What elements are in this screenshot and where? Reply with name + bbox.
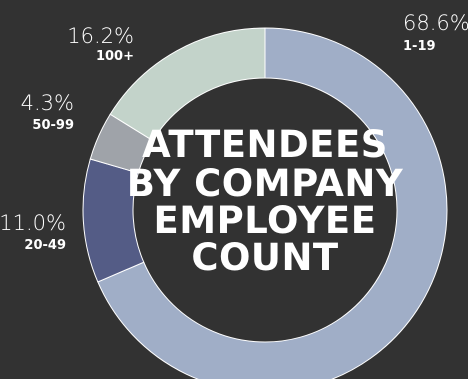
slice-100+ [109,27,266,142]
slice-percent-label: 11.0% [0,211,66,235]
chart-title-line-2: BY COMPANY [127,162,404,205]
slice-percent-label: 16.2% [67,24,134,48]
slice-percent-label: 4.3% [21,91,74,115]
chart-title-line-4: COUNT [191,236,339,279]
slice-category-label: 50-99 [32,118,74,133]
slice-percent-label: 68.6% [403,11,468,35]
slice-labels: 68.6% 1-19 11.0% 20-49 4.3% 50-99 16.2%100+ [0,11,468,253]
slice-category-label: 100+ [96,49,134,64]
slice-category-label: 20-49 [24,238,66,253]
slice-1-19 [97,27,448,379]
chart-title: ATTENDEES BY COMPANY EMPLOYEE COUNT [127,123,404,279]
donut-slices [82,27,448,379]
chart-title-line-3: EMPLOYEE [154,199,377,242]
chart-title-line-1: ATTENDEES [142,123,388,166]
slice-category-label: 1-19 [403,39,436,54]
